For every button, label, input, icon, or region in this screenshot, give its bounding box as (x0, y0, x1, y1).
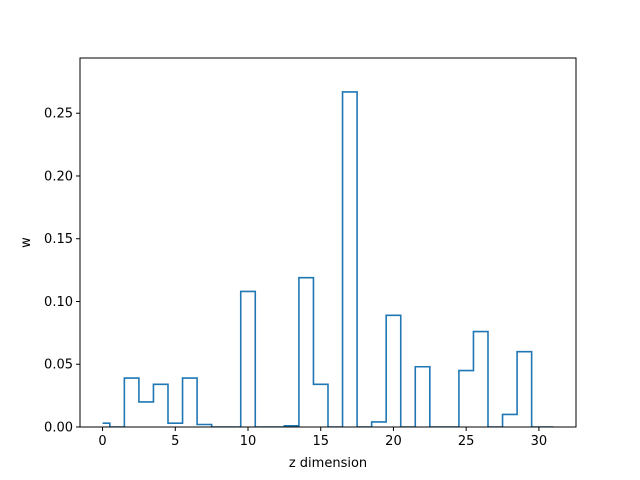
x-tick-label: 5 (171, 434, 179, 449)
x-axis-label: z dimension (289, 456, 367, 471)
x-tick-label: 15 (312, 434, 329, 449)
y-tick-label: 0.05 (44, 358, 73, 373)
y-axis-label: w (19, 237, 34, 248)
x-tick-label: 0 (98, 434, 106, 449)
series-step-line (102, 91, 554, 427)
plot-area (102, 91, 554, 427)
axes: 0 5 10 15 20 25 30 0.00 0.05 0.10 0.15 0.20 0.25 (44, 57, 577, 449)
x-tick-label: 25 (458, 434, 475, 449)
y-tick-label: 0.00 (44, 421, 73, 436)
axes-frame (79, 57, 577, 428)
y-tick-label: 0.25 (44, 107, 73, 122)
x-tick-label: 10 (240, 434, 257, 449)
x-tick-label: 30 (531, 434, 548, 449)
y-tick-label: 0.20 (44, 169, 73, 184)
x-tick-label: 20 (385, 434, 402, 449)
y-tick-label: 0.10 (44, 295, 73, 310)
y-tick-label: 0.15 (44, 232, 73, 247)
